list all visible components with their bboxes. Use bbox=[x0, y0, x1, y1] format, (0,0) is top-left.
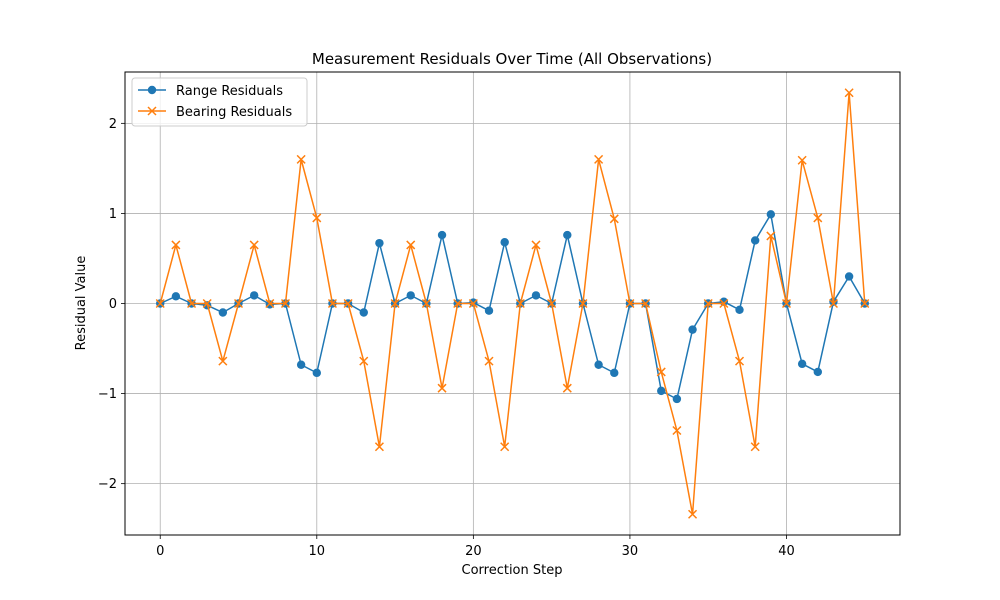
data-point bbox=[202, 298, 212, 309]
x-tick-label: 20 bbox=[465, 544, 482, 559]
data-point bbox=[750, 442, 760, 452]
series-1 bbox=[155, 88, 870, 519]
data-point bbox=[594, 360, 603, 369]
y-axis-label: Residual Value bbox=[74, 256, 89, 351]
x-axis: 0 10 20 30 40 bbox=[156, 535, 795, 559]
data-point bbox=[562, 383, 572, 393]
data-point bbox=[844, 272, 854, 281]
legend-box bbox=[131, 77, 308, 127]
data-point bbox=[735, 305, 744, 315]
data-point bbox=[406, 240, 416, 250]
data-point bbox=[688, 325, 697, 334]
data-point bbox=[187, 298, 197, 309]
data-point bbox=[657, 386, 666, 396]
data-point bbox=[500, 442, 510, 452]
legend-range-marker bbox=[147, 85, 157, 95]
data-point bbox=[233, 298, 244, 309]
data-point bbox=[437, 230, 447, 240]
data-point bbox=[296, 154, 306, 164]
data-point bbox=[249, 291, 259, 300]
data-point bbox=[484, 306, 494, 315]
data-point bbox=[171, 240, 181, 250]
data-point bbox=[578, 298, 588, 309]
y-tick-label: 2 bbox=[109, 117, 117, 132]
data-point bbox=[797, 359, 807, 369]
data-point bbox=[828, 298, 838, 309]
y-tick-label: −2 bbox=[98, 477, 117, 492]
data-point bbox=[813, 213, 823, 223]
y-tick-label: 0 bbox=[109, 297, 117, 312]
data-point bbox=[531, 240, 541, 250]
data-point bbox=[484, 356, 494, 366]
data-point bbox=[860, 298, 870, 309]
data-point bbox=[766, 231, 776, 241]
data-point bbox=[390, 298, 400, 309]
plot-series bbox=[155, 88, 870, 519]
x-tick-label: 30 bbox=[622, 544, 639, 559]
data-point bbox=[375, 238, 384, 248]
data-point bbox=[594, 154, 604, 164]
data-point bbox=[171, 292, 181, 301]
data-point bbox=[421, 298, 431, 309]
data-point bbox=[500, 238, 509, 247]
chart-title: Measurement Residuals Over Time (All Obs… bbox=[312, 50, 712, 68]
data-point bbox=[218, 356, 228, 366]
data-point bbox=[703, 298, 713, 309]
data-point bbox=[249, 240, 259, 250]
data-point bbox=[265, 298, 275, 309]
data-point bbox=[406, 291, 415, 300]
data-point bbox=[218, 308, 228, 317]
data-point bbox=[766, 210, 776, 219]
y-axis: −2 −1 0 1 2 bbox=[98, 117, 125, 492]
data-point bbox=[656, 367, 666, 377]
x-axis-label: Correction Step bbox=[462, 563, 563, 578]
data-point bbox=[719, 298, 729, 309]
data-point bbox=[672, 425, 682, 436]
data-point bbox=[563, 230, 572, 240]
data-point bbox=[327, 298, 337, 309]
data-point bbox=[625, 298, 635, 309]
data-point bbox=[672, 394, 682, 404]
data-point bbox=[312, 213, 322, 223]
data-point bbox=[437, 383, 447, 393]
legend-bearing-marker bbox=[147, 106, 157, 116]
data-point bbox=[280, 298, 291, 309]
series-line bbox=[159, 91, 866, 516]
data-point bbox=[610, 368, 619, 378]
legend-range-label: Range Residuals bbox=[176, 84, 283, 99]
data-point bbox=[155, 298, 165, 309]
data-point bbox=[296, 360, 306, 369]
data-point bbox=[453, 298, 463, 309]
data-point bbox=[359, 308, 368, 317]
x-tick-label: 10 bbox=[309, 544, 326, 559]
data-point bbox=[844, 88, 854, 98]
data-point bbox=[734, 356, 745, 366]
legend: Range Residuals Bearing Residuals bbox=[131, 77, 308, 127]
data-point bbox=[359, 356, 369, 366]
data-point bbox=[797, 155, 807, 165]
data-point bbox=[312, 368, 321, 378]
data-point bbox=[343, 298, 353, 309]
data-point bbox=[813, 367, 823, 377]
data-point bbox=[781, 298, 792, 309]
y-tick-label: 1 bbox=[109, 207, 117, 222]
data-point bbox=[468, 298, 478, 309]
data-point bbox=[641, 298, 651, 309]
x-tick-label: 0 bbox=[156, 544, 164, 559]
data-point bbox=[750, 236, 760, 245]
data-point bbox=[531, 291, 541, 300]
data-point bbox=[609, 214, 619, 224]
data-point bbox=[515, 298, 525, 309]
y-tick-label: −1 bbox=[98, 387, 117, 402]
x-tick-label: 40 bbox=[778, 544, 795, 559]
legend-bearing-label: Bearing Residuals bbox=[176, 105, 292, 120]
data-point bbox=[688, 509, 698, 519]
data-point bbox=[547, 298, 557, 309]
data-point bbox=[374, 442, 384, 452]
